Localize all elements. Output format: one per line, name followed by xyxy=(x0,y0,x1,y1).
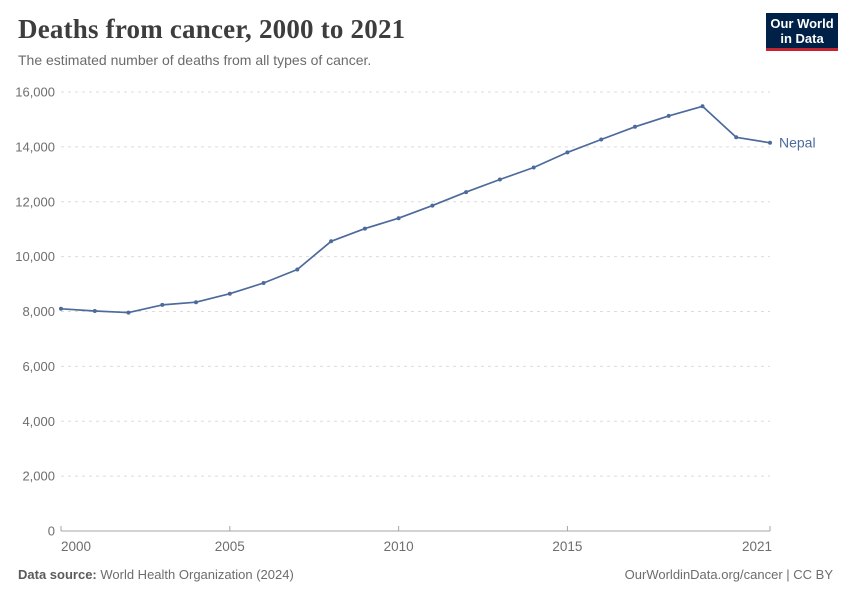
x-tick-label-2021: 2021 xyxy=(742,539,772,554)
data-point-nepal-2011[interactable] xyxy=(430,203,435,208)
owid-logo[interactable]: Our World in Data xyxy=(766,13,838,51)
x-tick-label-2000: 2000 xyxy=(61,539,91,554)
data-point-nepal-2017[interactable] xyxy=(633,124,637,129)
y-tick-label-4000: 4,000 xyxy=(22,414,55,429)
data-point-nepal-2020[interactable] xyxy=(734,135,739,140)
data-point-nepal-2009[interactable] xyxy=(362,226,367,231)
data-point-nepal-2021[interactable] xyxy=(768,140,772,145)
data-point-nepal-2007[interactable] xyxy=(295,267,300,272)
x-tick-label-2005: 2005 xyxy=(215,539,245,554)
data-point-nepal-2002[interactable] xyxy=(126,310,131,315)
y-tick-label-0: 0 xyxy=(48,524,55,539)
data-source: Data source: World Health Organization (… xyxy=(18,567,294,582)
data-point-nepal-2005[interactable] xyxy=(227,291,232,296)
data-point-nepal-2000[interactable] xyxy=(59,306,63,311)
series-label-nepal[interactable]: Nepal xyxy=(779,134,816,150)
chart-subtitle: The estimated number of deaths from all … xyxy=(18,52,372,68)
y-tick-label-14000: 14,000 xyxy=(15,139,55,154)
data-point-nepal-2019[interactable] xyxy=(700,104,705,109)
data-point-nepal-2010[interactable] xyxy=(396,216,401,221)
data-point-nepal-2015[interactable] xyxy=(565,150,570,155)
data-point-nepal-2001[interactable] xyxy=(92,309,97,313)
data-point-nepal-2003[interactable] xyxy=(160,302,165,307)
data-source-value: World Health Organization (2024) xyxy=(96,567,294,582)
y-tick-label-12000: 12,000 xyxy=(15,194,55,209)
y-tick-label-16000: 16,000 xyxy=(15,85,55,100)
y-tick-label-6000: 6,000 xyxy=(22,359,55,374)
data-point-nepal-2006[interactable] xyxy=(261,281,266,285)
x-tick-label-2010: 2010 xyxy=(384,539,414,554)
data-point-nepal-2004[interactable] xyxy=(194,300,198,305)
series-line-nepal[interactable] xyxy=(60,105,771,314)
footer-citation-link[interactable]: OurWorldinData.org/cancer | CC BY xyxy=(624,567,833,582)
data-point-nepal-2018[interactable] xyxy=(666,113,671,118)
data-point-nepal-2012[interactable] xyxy=(464,190,469,195)
page-title: Deaths from cancer, 2000 to 2021 xyxy=(18,14,406,44)
data-point-nepal-2008[interactable] xyxy=(329,239,334,244)
y-tick-label-8000: 8,000 xyxy=(22,304,55,319)
data-point-nepal-2013[interactable] xyxy=(497,177,502,182)
x-tick-label-2015: 2015 xyxy=(552,539,582,554)
y-tick-label-2000: 2,000 xyxy=(22,469,55,484)
data-point-nepal-2014[interactable] xyxy=(531,165,536,170)
data-point-nepal-2016[interactable] xyxy=(599,137,604,142)
owid-logo-line2: in Data xyxy=(780,31,824,46)
owid-logo-line1: Our World xyxy=(770,16,834,31)
data-source-label: Data source: xyxy=(18,567,97,582)
y-tick-label-10000: 10,000 xyxy=(15,249,55,264)
